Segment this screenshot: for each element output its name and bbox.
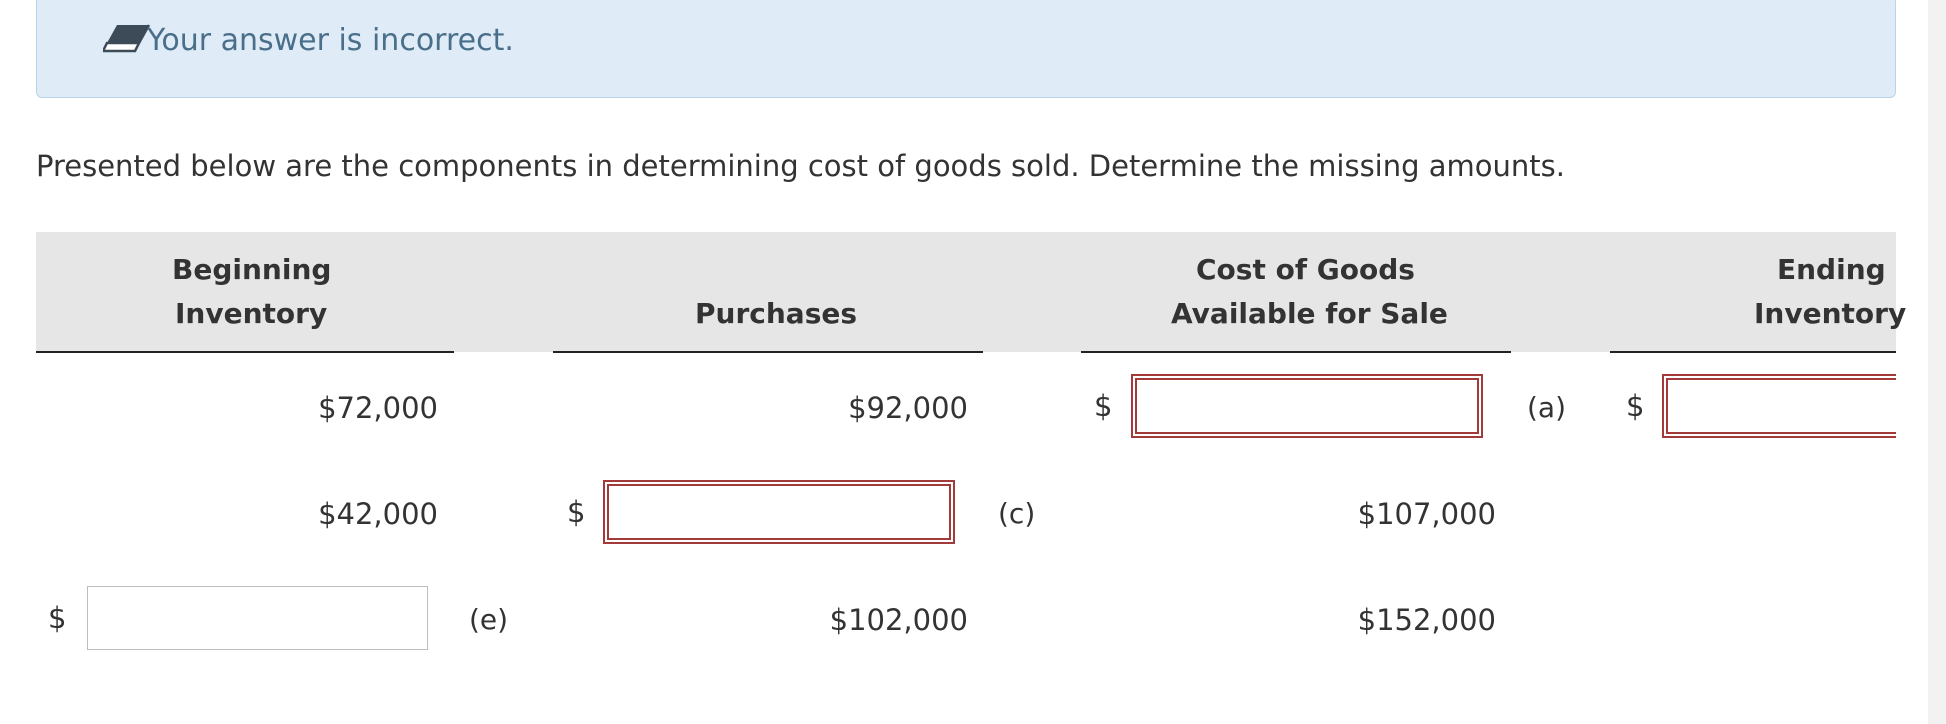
eraser-icon xyxy=(103,24,151,53)
row3-beginning-inventory-input[interactable] xyxy=(87,586,428,650)
question-prompt: Presented below are the components in de… xyxy=(36,149,1565,183)
row2-cogas: $107,000 xyxy=(1357,497,1496,531)
row3-purchases: $102,000 xyxy=(829,603,968,637)
header-beginning-inventory-line1: Beginning xyxy=(172,253,332,286)
header-purchases: Purchases xyxy=(695,297,858,330)
scrollbar-track[interactable] xyxy=(1928,0,1946,724)
row2-purchases-label: (c) xyxy=(998,497,1036,530)
row1-ending-inventory-input[interactable] xyxy=(1662,374,1896,438)
row1-cogas-input[interactable] xyxy=(1131,374,1483,438)
row1-ending-dollar: $ xyxy=(1626,389,1645,423)
header-ending-inventory-line2: Inventory xyxy=(1754,297,1907,330)
row2-purchases-dollar: $ xyxy=(567,495,586,529)
header-beginning-inventory-line2: Inventory xyxy=(175,297,328,330)
row1-cogas-dollar: $ xyxy=(1094,389,1113,423)
header-rule-cogas xyxy=(1081,351,1511,353)
row3-beginning-label: (e) xyxy=(469,603,509,636)
row1-beginning-inventory: $72,000 xyxy=(318,391,438,425)
row1-cogas-label: (a) xyxy=(1527,391,1567,424)
row1-purchases: $92,000 xyxy=(848,391,968,425)
feedback-banner: Your answer is incorrect. xyxy=(36,0,1896,98)
header-rule-ending xyxy=(1610,351,1896,353)
header-cogas-line1: Cost of Goods xyxy=(1196,253,1415,286)
row2-purchases-input[interactable] xyxy=(603,480,955,544)
feedback-message: Your answer is incorrect. xyxy=(147,23,514,58)
header-cogas-line2: Available for Sale xyxy=(1171,297,1448,330)
row2-beginning-inventory: $42,000 xyxy=(318,497,438,531)
row3-beginning-dollar: $ xyxy=(48,601,67,635)
header-rule-beginning xyxy=(36,351,454,353)
header-rule-purchases xyxy=(553,351,983,353)
row3-cogas: $152,000 xyxy=(1357,603,1496,637)
header-ending-inventory-line1: Ending xyxy=(1777,253,1886,286)
table-header xyxy=(36,232,1896,352)
